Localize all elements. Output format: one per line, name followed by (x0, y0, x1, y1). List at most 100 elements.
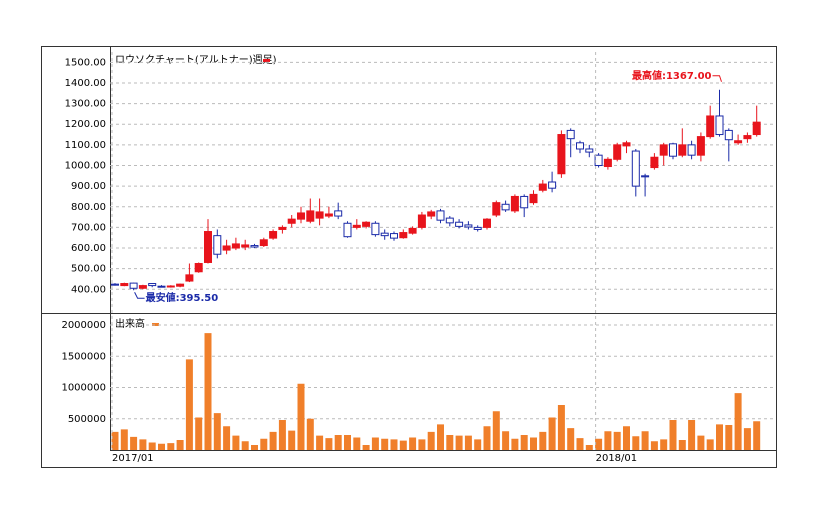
candle-body (362, 221, 371, 227)
bar (390, 439, 398, 450)
candle-body (334, 210, 343, 217)
bar (399, 440, 407, 450)
candle-body (650, 156, 659, 169)
bar (176, 440, 184, 450)
candle-body (566, 129, 575, 140)
bar (548, 417, 556, 450)
candle-body (259, 239, 268, 247)
y-tick-label: 600.00 (71, 243, 106, 254)
candle-body (678, 144, 687, 156)
candle-body (464, 224, 473, 228)
candle-body (548, 181, 557, 189)
candle-body (622, 142, 631, 147)
candle-body (585, 148, 594, 153)
candle-body (631, 150, 640, 187)
candle-body (743, 135, 752, 140)
bar (530, 437, 537, 450)
bar (334, 435, 342, 450)
bar (483, 426, 491, 450)
bar (576, 438, 584, 450)
candle-body (510, 195, 519, 212)
y-tick-label: 1500000 (61, 351, 106, 362)
annotation: 最安値:395.50 (146, 291, 219, 304)
bar (325, 438, 333, 450)
bar (278, 420, 286, 450)
bar (139, 439, 147, 450)
candle-body (473, 226, 482, 230)
candle-body (371, 222, 380, 236)
y-tick-label: 1400.00 (65, 78, 106, 89)
bar (753, 421, 761, 450)
candle-body (241, 244, 250, 248)
candle-body (687, 144, 696, 156)
candle-body (204, 231, 212, 263)
bar (418, 439, 426, 450)
candle-body (166, 285, 175, 288)
candle-body (231, 243, 240, 249)
bar (474, 439, 482, 450)
candle-body (417, 214, 426, 228)
candle-body (269, 231, 278, 239)
candle-body (213, 235, 222, 255)
bar (604, 431, 612, 450)
bar (297, 383, 305, 450)
legend-swatch (263, 59, 270, 62)
candle-body (306, 210, 315, 222)
bar (195, 417, 203, 450)
annotation-arrow (134, 292, 145, 299)
y-tick-label: 1100.00 (65, 140, 106, 151)
bar (148, 442, 156, 450)
y-tick-label: 400.00 (71, 284, 106, 295)
annotation-arrow (712, 75, 722, 82)
bar (409, 437, 417, 450)
candle-body (613, 144, 622, 160)
y-tick-label: 500000 (68, 414, 106, 425)
bar (595, 438, 603, 450)
bar (204, 333, 212, 450)
bar (520, 435, 528, 450)
annotation: 最高値:1367.00 (632, 69, 712, 82)
bar (251, 445, 258, 450)
candle-body (352, 224, 361, 228)
y-tick-label: 1000.00 (65, 160, 106, 171)
bar (632, 436, 640, 450)
candle-body (380, 232, 389, 237)
bar (492, 411, 500, 450)
y-tick-label: 1200.00 (65, 119, 106, 130)
bar (697, 435, 705, 450)
bar (446, 435, 454, 450)
bar (362, 445, 370, 450)
bar (185, 359, 193, 450)
y-tick-label: 900.00 (71, 181, 106, 192)
bar (260, 438, 268, 450)
bar (269, 431, 277, 450)
candle-body (696, 136, 705, 156)
bar (660, 439, 668, 450)
bar (306, 418, 314, 450)
y-tick-label: 1500.00 (65, 57, 106, 68)
bar (641, 431, 649, 450)
x-tick-label: 2017/01 (112, 453, 154, 464)
bar (585, 445, 593, 450)
bar (158, 443, 165, 450)
candle-body (129, 282, 138, 289)
bar (688, 420, 696, 450)
bar (120, 429, 128, 450)
y-tick-label: 800.00 (71, 202, 106, 213)
candle-body (399, 232, 408, 239)
candle-body (706, 115, 715, 138)
candle-body (297, 212, 305, 220)
bar (511, 438, 519, 450)
candle-body (315, 211, 324, 219)
candle-body (343, 222, 352, 238)
bar (743, 428, 751, 450)
bar (725, 425, 733, 450)
bar (623, 426, 630, 450)
bar (502, 431, 510, 450)
y-tick-label: 1000000 (61, 383, 106, 394)
y-tick-label: 700.00 (71, 222, 106, 233)
bar (716, 424, 723, 450)
candle-body (576, 142, 584, 150)
bar (232, 435, 240, 450)
bar (678, 440, 686, 450)
